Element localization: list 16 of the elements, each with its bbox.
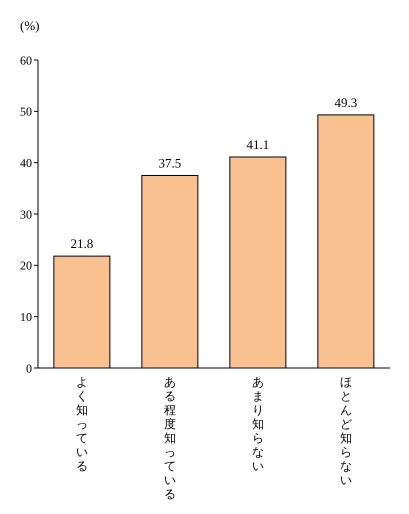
y-tick-label: 20 — [20, 258, 32, 273]
y-tick-label: 50 — [20, 104, 32, 119]
data-label: 21.8 — [70, 236, 94, 252]
y-tick-label: 30 — [20, 207, 32, 222]
y-axis-title: (%) — [20, 18, 40, 34]
y-tick-label: 10 — [20, 310, 32, 324]
y-tick-label: 40 — [20, 156, 32, 170]
data-label: 41.1 — [246, 137, 270, 152]
data-label: 49.3 — [334, 94, 358, 110]
x-tick-label: よく知っている — [76, 375, 88, 473]
x-tick-label: ほとんど知らない — [340, 375, 352, 487]
x-tick-label: あまり知らない — [252, 375, 264, 473]
category-label: ある程度知っている — [164, 375, 176, 501]
y-tick-label: 60 — [20, 53, 32, 68]
data-label: 37.5 — [158, 156, 182, 170]
y-tick-label: 0 — [26, 361, 32, 376]
